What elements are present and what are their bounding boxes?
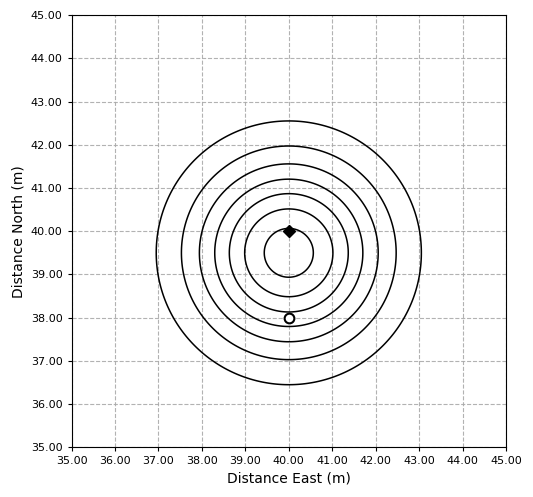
Y-axis label: Distance North (m): Distance North (m) (11, 165, 25, 298)
X-axis label: Distance East (m): Distance East (m) (227, 472, 351, 486)
